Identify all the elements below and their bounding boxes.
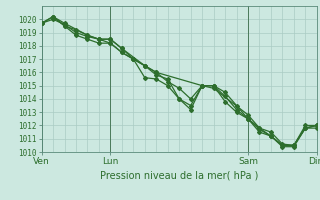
- X-axis label: Pression niveau de la mer( hPa ): Pression niveau de la mer( hPa ): [100, 170, 258, 180]
